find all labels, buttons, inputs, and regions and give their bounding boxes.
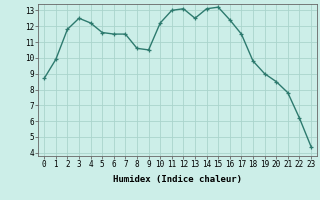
X-axis label: Humidex (Indice chaleur): Humidex (Indice chaleur) [113,175,242,184]
